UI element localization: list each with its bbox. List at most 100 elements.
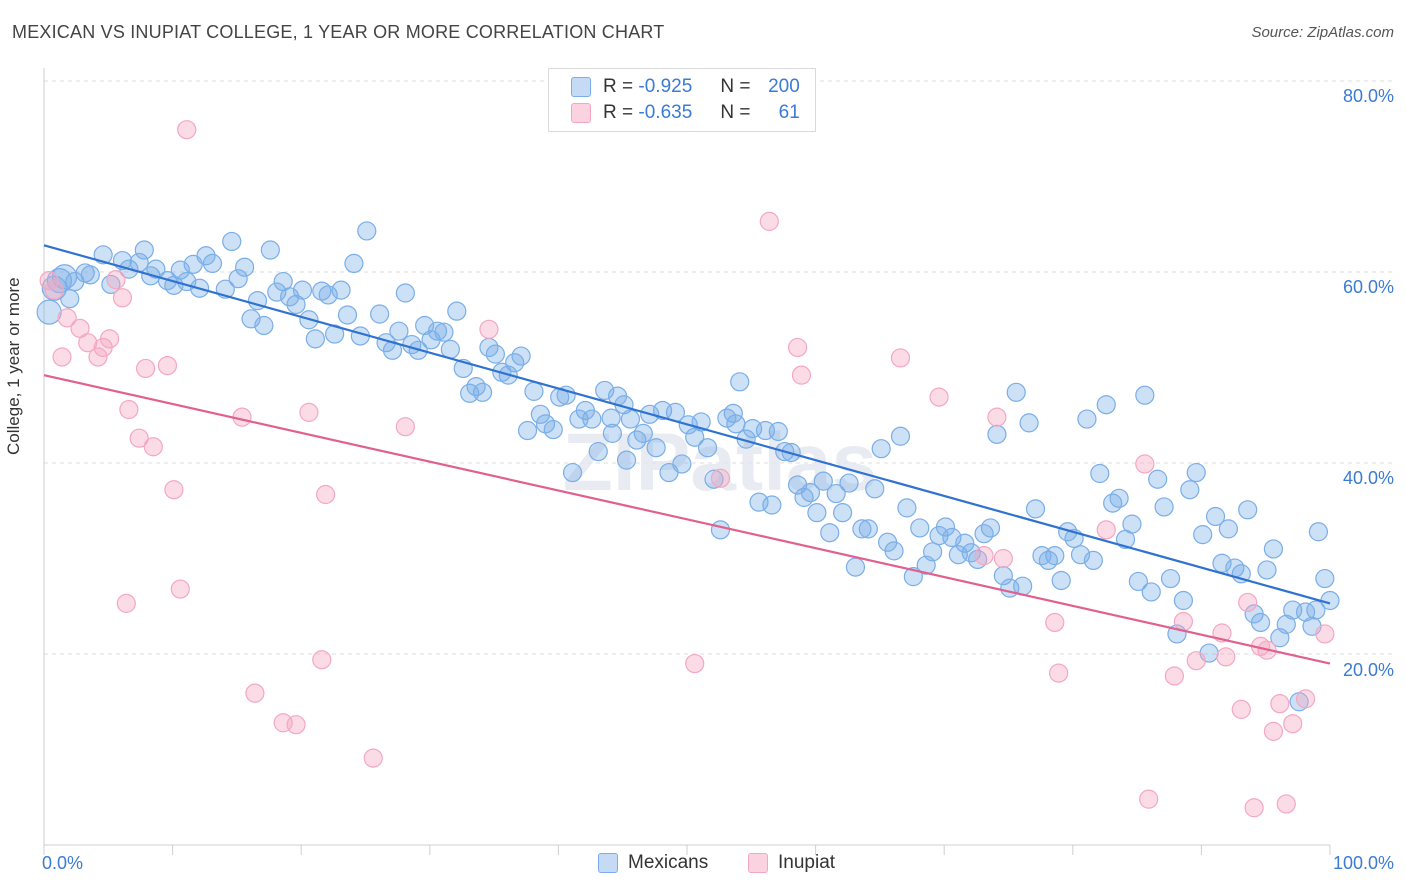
mexicans-point xyxy=(395,283,415,303)
r-value: -0.925 xyxy=(638,76,693,97)
mexicans-point xyxy=(602,423,623,443)
mexicans-point xyxy=(222,231,242,252)
chart-title: MEXICAN VS INUPIAT COLLEGE, 1 YEAR OR MO… xyxy=(12,22,665,42)
mexicans-point xyxy=(820,523,840,543)
mexicans-point xyxy=(910,518,930,538)
inupiat-point xyxy=(479,319,499,339)
inupiat-swatch xyxy=(571,103,591,123)
mexicans-point xyxy=(800,483,821,503)
legend-item-mexicans: Mexicans xyxy=(598,852,708,874)
mexicans-point xyxy=(472,382,493,402)
mexicans-point xyxy=(286,294,306,315)
mexicans-point xyxy=(196,246,216,266)
inupiat-point xyxy=(52,347,72,367)
inupiat-trend-line xyxy=(43,374,1331,665)
inupiat-point xyxy=(1283,714,1303,734)
mexicans-point xyxy=(1180,480,1200,500)
mexicans-point xyxy=(1128,571,1148,592)
mexicans-trend-line xyxy=(43,244,1331,605)
inupiat-point xyxy=(1173,611,1193,632)
inupiat-point xyxy=(245,683,265,703)
inupiat-point xyxy=(1096,520,1116,540)
mexicans-point xyxy=(826,483,846,504)
mexicans-point xyxy=(884,541,904,561)
legend-label-mexicans: Mexicans xyxy=(628,852,709,873)
n-value: 200 xyxy=(768,76,800,97)
mexicans-point xyxy=(890,426,911,446)
inupiat-point xyxy=(1276,794,1296,814)
mexicans-point xyxy=(434,322,454,342)
mexicans-point xyxy=(762,495,782,515)
legend-label-inupiat: Inupiat xyxy=(778,852,836,873)
legend-row-inupiat: R = -0.635 N = 61 xyxy=(571,101,800,125)
inupiat-point xyxy=(286,715,306,735)
inupiat-point xyxy=(1231,699,1251,719)
inupiat-point xyxy=(791,365,812,385)
mexicans-point xyxy=(1122,514,1142,534)
r-label: R = xyxy=(603,102,634,123)
mexicans-point xyxy=(852,519,872,539)
mexicans-point xyxy=(1250,612,1271,633)
mexicans-point xyxy=(93,245,113,265)
mexicans-point xyxy=(1306,600,1326,620)
source-label: Source: ZipAtlas.com xyxy=(1251,24,1394,41)
mexicans-point xyxy=(427,321,448,341)
mexicans-point xyxy=(530,404,550,424)
mexicans-point xyxy=(1276,614,1296,634)
y-tick-label-40: 40.0% xyxy=(1342,468,1394,488)
inupiat-point xyxy=(316,484,336,505)
mexicans-point xyxy=(511,346,531,366)
inupiat-point xyxy=(1049,663,1069,683)
mexicans-point xyxy=(292,280,313,300)
mexicans-point xyxy=(1173,590,1193,611)
inupiat-point xyxy=(710,468,731,488)
inupiat-point xyxy=(759,211,779,231)
mexicans-point xyxy=(768,421,788,442)
mexicans-point xyxy=(1019,413,1039,433)
mexicans-point xyxy=(993,566,1013,586)
y-tick-label-20: 20.0% xyxy=(1342,660,1394,680)
inupiat-point xyxy=(299,402,319,422)
inupiat-point xyxy=(1270,694,1290,714)
mexicans-point xyxy=(588,441,608,462)
inupiat-point xyxy=(1186,651,1206,671)
mexicans-point xyxy=(318,285,338,305)
mexicans-point xyxy=(955,533,975,553)
mexicans-point xyxy=(1077,409,1097,429)
inupiat-point xyxy=(177,120,197,140)
mexicans-point xyxy=(146,259,166,279)
mexicans-point xyxy=(601,408,621,428)
inupiat-point xyxy=(685,653,705,674)
mexicans-point xyxy=(235,257,255,277)
n-label: N = xyxy=(720,102,751,123)
mexicans-point xyxy=(1096,395,1116,415)
inupiat-point xyxy=(987,407,1007,427)
mexicans-point xyxy=(80,265,100,285)
inupiat-point xyxy=(135,358,156,379)
mexicans-point xyxy=(305,329,325,349)
legend-item-inupiat: Inupiat xyxy=(748,852,835,874)
mexicans-points xyxy=(36,221,1340,712)
mexicans-point xyxy=(1257,560,1277,580)
mexicans-point xyxy=(1263,539,1284,559)
mexicans-point xyxy=(535,414,556,434)
mexicans-point xyxy=(710,520,731,540)
mexicans-point xyxy=(865,479,885,499)
inupiat-point xyxy=(119,399,139,420)
x-tick-label-min: 0.0% xyxy=(42,853,84,873)
inupiat-point xyxy=(312,650,332,670)
mexicans-point xyxy=(331,280,351,300)
mexicans-point xyxy=(845,557,866,577)
mexicans-point xyxy=(1186,462,1206,483)
mexicans-point xyxy=(1148,469,1168,489)
inupiat-point xyxy=(116,593,136,613)
mexicans-point xyxy=(260,240,280,260)
mexicans-point xyxy=(582,409,602,429)
gridlines xyxy=(44,80,1392,655)
inupiat-point xyxy=(99,329,120,349)
mexicans-point xyxy=(1160,568,1181,589)
inupiat-points xyxy=(39,120,1335,818)
inupiat-point xyxy=(890,348,911,368)
mexicans-point xyxy=(646,438,666,458)
